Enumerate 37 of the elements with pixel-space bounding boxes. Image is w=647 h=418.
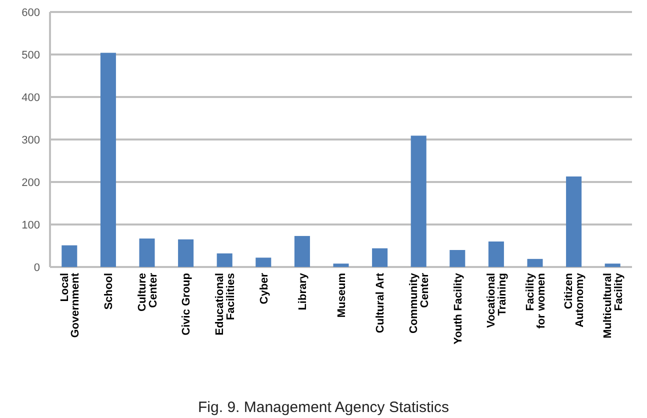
x-tick-label: Library (297, 272, 310, 310)
x-tick-label: Museum (336, 272, 348, 318)
x-tick-label: Community Center (408, 272, 431, 334)
caption: Fig. 9. Management Agency Statistics (198, 399, 449, 416)
bar (566, 176, 582, 267)
bar (216, 253, 232, 267)
x-tick-label: Culture Center (136, 272, 160, 312)
x-tick-label: Youth Facility (452, 272, 464, 344)
x-tick-label: Cyber (258, 272, 270, 304)
x-tick-label: Civic Group (180, 272, 193, 336)
bar (488, 242, 504, 267)
y-tick-label: 600 (22, 6, 40, 19)
x-tick-label: Cultural Art (374, 272, 387, 334)
y-tick-label: 200 (22, 176, 40, 189)
bar (62, 245, 78, 267)
bar (178, 239, 194, 267)
y-tick-label: 300 (22, 134, 40, 146)
bar (100, 52, 116, 267)
bar (450, 250, 466, 267)
bar (527, 258, 543, 267)
y-tick-label: 0 (34, 262, 40, 274)
bar (604, 264, 620, 267)
x-tick-label: Educational Facilities (214, 273, 237, 336)
bar (139, 238, 155, 267)
x-tick-label: Local Government (58, 272, 82, 338)
x-tick-label: School (103, 273, 116, 310)
y-tick-label: 400 (22, 92, 40, 104)
x-tick-label: Vocational Training (486, 273, 509, 328)
bar (372, 248, 388, 267)
x-tick-label: Facility for women (524, 272, 548, 329)
bar (294, 236, 310, 267)
y-tick-label: 500 (22, 49, 40, 62)
bar (256, 258, 272, 267)
bar (410, 136, 426, 267)
x-tick-label: Multicultural Facility (602, 272, 625, 338)
bar (333, 264, 349, 267)
y-tick-label: 100 (22, 219, 40, 232)
